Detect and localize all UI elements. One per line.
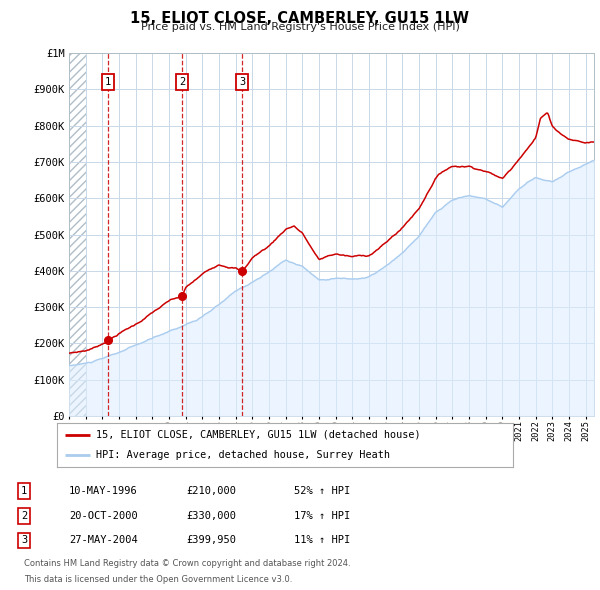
Text: 20-OCT-2000: 20-OCT-2000 <box>69 511 138 520</box>
Text: 17% ↑ HPI: 17% ↑ HPI <box>294 511 350 520</box>
Text: £399,950: £399,950 <box>186 536 236 545</box>
Text: 2: 2 <box>21 511 27 520</box>
Text: 1: 1 <box>105 77 112 87</box>
Text: £210,000: £210,000 <box>186 486 236 496</box>
Text: 1: 1 <box>21 486 27 496</box>
Text: This data is licensed under the Open Government Licence v3.0.: This data is licensed under the Open Gov… <box>24 575 292 584</box>
Text: 2: 2 <box>179 77 185 87</box>
Text: Price paid vs. HM Land Registry's House Price Index (HPI): Price paid vs. HM Land Registry's House … <box>140 22 460 32</box>
Text: 27-MAY-2004: 27-MAY-2004 <box>69 536 138 545</box>
Text: 3: 3 <box>239 77 245 87</box>
Text: HPI: Average price, detached house, Surrey Heath: HPI: Average price, detached house, Surr… <box>96 450 390 460</box>
Text: 52% ↑ HPI: 52% ↑ HPI <box>294 486 350 496</box>
Bar <box>69 53 86 416</box>
Text: 10-MAY-1996: 10-MAY-1996 <box>69 486 138 496</box>
Text: 11% ↑ HPI: 11% ↑ HPI <box>294 536 350 545</box>
Text: 15, ELIOT CLOSE, CAMBERLEY, GU15 1LW: 15, ELIOT CLOSE, CAMBERLEY, GU15 1LW <box>131 11 470 25</box>
Text: 15, ELIOT CLOSE, CAMBERLEY, GU15 1LW (detached house): 15, ELIOT CLOSE, CAMBERLEY, GU15 1LW (de… <box>96 430 421 440</box>
Text: 3: 3 <box>21 536 27 545</box>
Text: £330,000: £330,000 <box>186 511 236 520</box>
Text: Contains HM Land Registry data © Crown copyright and database right 2024.: Contains HM Land Registry data © Crown c… <box>24 559 350 568</box>
